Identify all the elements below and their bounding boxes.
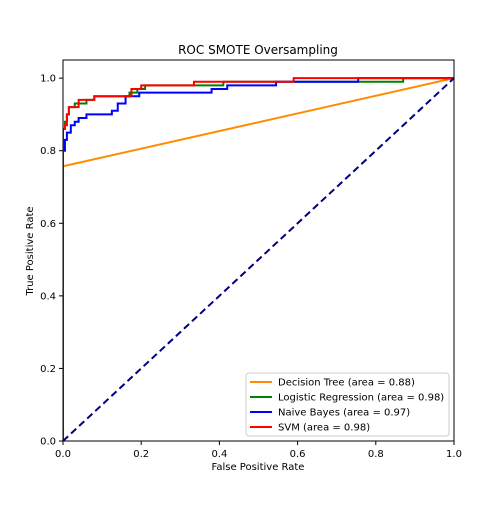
y-axis-label: True Positive Rate — [25, 206, 36, 296]
series-line-3 — [63, 77, 454, 441]
y-tick-label: 0.2 — [40, 364, 56, 375]
series-line-2 — [63, 77, 454, 441]
legend-label-0: Decision Tree (area = 0.88) — [278, 378, 415, 389]
y-tick-label: 0.6 — [40, 219, 56, 230]
reference-diagonal-line — [63, 77, 454, 441]
y-tick-label: 0.8 — [40, 146, 56, 157]
y-tick-label: 1.0 — [40, 74, 56, 85]
y-tick-label: 0.0 — [40, 437, 56, 448]
x-tick-label: 0.0 — [55, 449, 71, 460]
axes: 0.0 0.2 0.4 0.6 0.8 1.0 0.0 0.2 0.4 0.6 0.8 1.0 — [40, 59, 462, 460]
x-tick-label: 0.2 — [133, 449, 149, 460]
y-tick-label: 0.4 — [40, 291, 56, 302]
x-tick-label: 1.0 — [446, 449, 462, 460]
plot-area — [63, 77, 454, 441]
series-line-0 — [63, 77, 454, 441]
x-axis-label: False Positive Rate — [212, 462, 305, 473]
legend-box — [245, 372, 450, 437]
legend-label-3: SVM (area = 0.98) — [278, 423, 370, 434]
legend-label-1: Logistic Regression (area = 0.98) — [278, 393, 444, 404]
x-tick-label: 0.8 — [368, 449, 384, 460]
x-tick-label: 0.6 — [290, 449, 306, 460]
legend: Decision Tree (area = 0.88) Logistic Regr… — [245, 372, 450, 437]
legend-label-2: Naive Bayes (area = 0.97) — [278, 408, 410, 419]
axes-frame — [62, 59, 455, 442]
x-tick-label: 0.4 — [211, 449, 227, 460]
chart-title: ROC SMOTE Oversampling — [178, 43, 338, 57]
